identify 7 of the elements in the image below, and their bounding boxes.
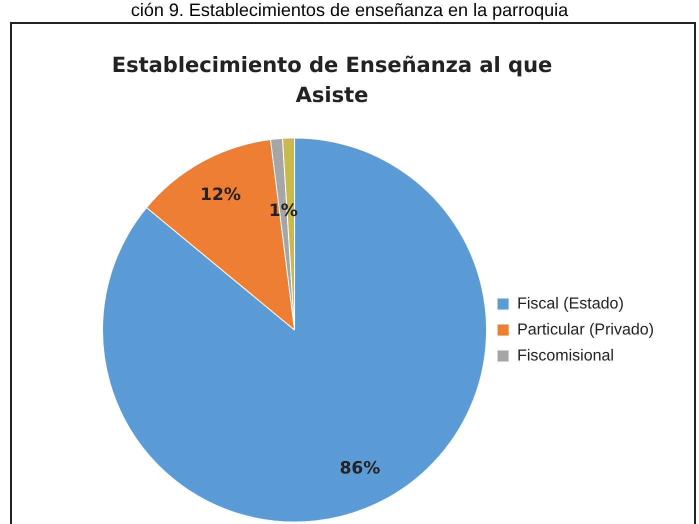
data-label: 86% bbox=[340, 458, 380, 478]
text: ción 9. Establecimientos de enseñanza en la parroquia bbox=[130, 0, 570, 21]
data-label: 12% bbox=[200, 184, 241, 205]
legend-label: Particular (Privado) bbox=[517, 321, 654, 338]
legend-label: Fiscal (Estado) bbox=[517, 295, 624, 312]
chart-title: Establecimiento de Enseñanza al que Asiste bbox=[110, 52, 554, 109]
legend-label: Fiscomisional bbox=[517, 347, 614, 364]
